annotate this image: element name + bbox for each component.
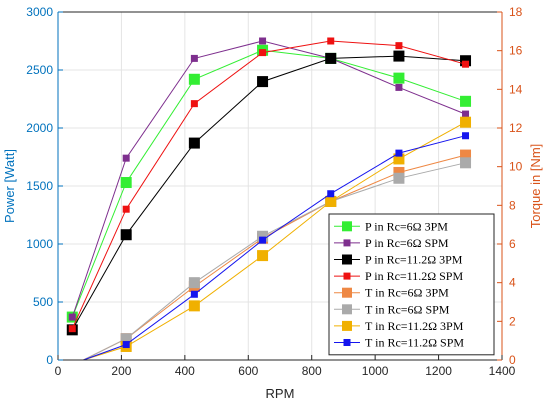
series-6-point: [460, 157, 472, 169]
series-1-point: [120, 177, 132, 189]
series-4-point: [462, 60, 470, 68]
series-2-point: [122, 154, 130, 162]
legend-swatch-marker: [342, 287, 352, 298]
left-y-tick-label: 2000: [26, 121, 53, 135]
legend-swatch-marker: [343, 272, 351, 280]
left-y-tick-label: 2500: [26, 63, 53, 77]
legend-swatch-marker: [342, 320, 352, 331]
series-8-point: [122, 341, 130, 349]
series-7-point: [257, 250, 269, 262]
series-2-point: [190, 54, 198, 62]
series-5-point: [393, 166, 405, 178]
legend-swatch-marker: [343, 339, 351, 346]
x-tick-label: 400: [175, 364, 195, 378]
legend-label: T in Rc=11.2Ω 3PM: [365, 319, 464, 333]
series-5-point: [460, 149, 472, 161]
legend: P in Rc=6Ω 3PM P in Rc=6Ω SPM P in Rc=11.2…: [328, 213, 495, 356]
x-tick-label: 200: [111, 364, 131, 378]
series-8-point: [395, 149, 403, 157]
legend-swatch-marker: [342, 221, 352, 232]
series-4-point: [68, 325, 76, 333]
x-tick-label: 1200: [425, 364, 452, 378]
series-4-point: [122, 205, 130, 213]
x-tick-label: 1000: [362, 364, 389, 378]
legend-label: T in Rc=6Ω SPM: [365, 302, 450, 316]
right-y-tick-label: 18: [509, 5, 523, 19]
legend-label: T in Rc=11.2Ω SPM: [365, 336, 464, 350]
series-6-point: [393, 172, 405, 184]
legend-label: P in Rc=6Ω SPM: [365, 236, 449, 250]
legend-label: T in Rc=6Ω 3PM: [365, 286, 449, 300]
right-y-tick-label: 6: [509, 237, 516, 251]
right-y-tick-label: 12: [509, 121, 523, 135]
series-6-point: [257, 230, 269, 242]
axes: 0 200 400 600 800 1000 1200 1400050010001500200…: [2, 5, 543, 401]
legend-box: [328, 213, 495, 356]
series-2-point: [68, 313, 76, 321]
left-y-axis-title: Power [Watt]: [2, 149, 17, 223]
series-6-point: [120, 333, 132, 345]
series-6-point: [188, 277, 200, 289]
series-1-point: [460, 95, 472, 107]
series-2-point: [462, 110, 470, 118]
right-y-axis-title: Torque in [Nm]: [528, 144, 543, 229]
series-3-point: [257, 76, 269, 88]
series-8-point: [259, 236, 267, 244]
series-2-point: [259, 37, 267, 45]
series-3-point: [393, 50, 405, 62]
legend-swatch-marker: [343, 239, 351, 247]
right-y-tick-label: 14: [509, 82, 523, 96]
series-7-point: [393, 153, 405, 165]
series-7-point: [188, 300, 200, 312]
series-3-point: [120, 229, 132, 241]
right-y-tick-label: 4: [509, 276, 516, 290]
legend-label: P in Rc=6Ω 3PM: [365, 219, 448, 233]
x-tick-label: 1400: [489, 364, 516, 378]
x-tick-label: 0: [55, 364, 62, 378]
right-y-tick-label: 8: [509, 198, 516, 212]
series-7-point: [325, 195, 337, 207]
series-3-point: [188, 137, 200, 149]
series-1-point: [188, 73, 200, 85]
series-layer: [66, 37, 472, 361]
x-tick-label: 600: [238, 364, 258, 378]
series-4-point: [327, 37, 335, 45]
legend-swatch-marker: [342, 254, 352, 265]
legend-label: P in Rc=11.2Ω SPM: [365, 269, 463, 283]
x-axis-title: RPM: [266, 386, 295, 401]
right-y-tick-label: 2: [509, 314, 516, 328]
legend-swatch-marker: [342, 304, 352, 315]
left-y-tick-label: 0: [46, 353, 53, 367]
right-y-tick-label: 10: [509, 160, 523, 174]
right-y-tick-label: 0: [509, 353, 516, 367]
left-y-tick-label: 1000: [26, 237, 53, 251]
series-3-point: [325, 52, 337, 64]
series-4-point: [395, 42, 403, 50]
left-y-tick-label: 3000: [26, 5, 53, 19]
series-4-point: [259, 49, 267, 57]
series-7-point: [460, 116, 472, 128]
series-2-point: [395, 83, 403, 91]
right-y-tick-label: 16: [509, 44, 523, 58]
x-tick-label: 800: [302, 364, 322, 378]
legend-label: P in Rc=11.2Ω 3PM: [365, 253, 463, 267]
series-8-point: [462, 132, 470, 140]
left-y-tick-label: 500: [33, 295, 53, 309]
series-4-point: [190, 100, 198, 108]
series-1-point: [393, 72, 405, 84]
series-8-point: [190, 290, 198, 298]
series-8-point: [327, 190, 335, 198]
left-y-tick-label: 1500: [26, 179, 53, 193]
